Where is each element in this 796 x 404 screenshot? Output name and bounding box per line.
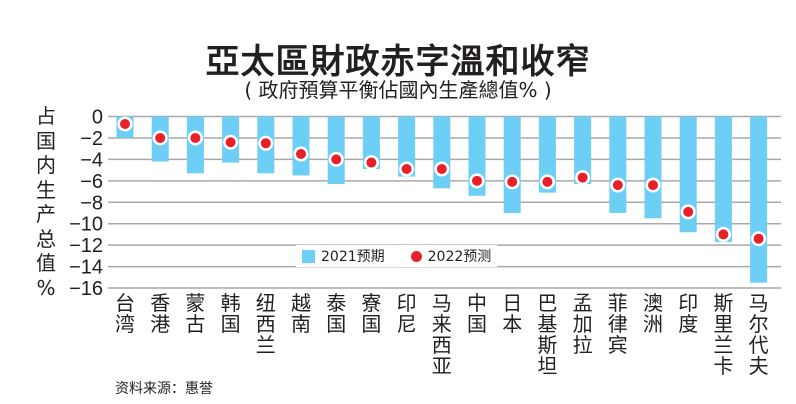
x-tick-label: 孟加拉 xyxy=(572,291,593,357)
x-tick-label: 巴基斯坦 xyxy=(537,291,558,378)
y-axis-label-char: 值 xyxy=(36,251,56,275)
dot-2022-18 xyxy=(753,233,764,244)
bar-2021-8 xyxy=(398,116,416,177)
dot-2022-5 xyxy=(296,149,306,160)
y-tick-label: −14 xyxy=(69,257,103,279)
x-tick-label: 日本 xyxy=(502,291,523,336)
legend-swatch-2021 xyxy=(302,249,315,263)
y-tick-label: −10 xyxy=(69,214,103,236)
chart-title: 亞太區財政赤字溫和收窄 xyxy=(205,42,591,82)
dot-2022-13 xyxy=(577,172,588,183)
bar-2021-6 xyxy=(327,116,345,185)
bar-2021-13 xyxy=(574,116,592,185)
y-tick-label: −2 xyxy=(80,128,103,150)
dot-2022-0 xyxy=(120,119,130,130)
legend: 2021预期 2022预测 xyxy=(296,245,498,267)
dots-2022 xyxy=(117,116,767,247)
legend-dot-2022 xyxy=(410,250,422,262)
x-tick-label: 寮国 xyxy=(361,291,382,336)
y-tick-label: −12 xyxy=(69,235,103,257)
x-tick-label: 泰国 xyxy=(326,291,347,336)
y-axis-label-char: 国 xyxy=(36,128,56,153)
x-tick-label: 印尼 xyxy=(396,291,417,336)
dot-2022-14 xyxy=(612,180,623,191)
y-tick-labels: 0−2−4−6−8−10−12−14−16 xyxy=(69,107,103,301)
dot-2022-17 xyxy=(718,229,729,240)
y-axis-label-char: 内 xyxy=(36,153,56,177)
x-tick-label: 韩国 xyxy=(220,291,241,336)
bar-2021-7 xyxy=(362,116,380,170)
x-tick-label: 纽西兰 xyxy=(255,291,276,357)
legend-label-2022: 2022预测 xyxy=(427,249,492,265)
dot-2022-11 xyxy=(507,176,518,187)
y-tick-label: 0 xyxy=(92,107,103,129)
dot-2022-16 xyxy=(683,206,694,217)
x-tick-label: 马尔代夫 xyxy=(748,291,769,378)
x-tick-label: 斯里兰卡 xyxy=(713,291,734,378)
dot-2022-1 xyxy=(155,132,166,143)
bar-2021-17 xyxy=(714,116,732,242)
dot-2022-15 xyxy=(648,180,658,191)
y-axis-label-char: 产 xyxy=(36,202,56,226)
x-tick-label: 越南 xyxy=(291,291,311,336)
y-axis-label-char: 占 xyxy=(36,104,56,128)
x-tick-label: 印度 xyxy=(678,291,699,336)
x-tick-label: 菲律宾 xyxy=(607,291,628,357)
x-tick-label: 澳洲 xyxy=(643,291,663,336)
dot-2022-12 xyxy=(542,176,553,187)
x-tick-label: 台湾 xyxy=(115,291,135,336)
bar-2021-11 xyxy=(503,116,521,213)
bar-2021-18 xyxy=(750,116,768,283)
bar-2021-16 xyxy=(679,116,697,233)
bar-2021-12 xyxy=(538,116,556,193)
y-tick-label: −16 xyxy=(69,278,103,300)
dot-2022-4 xyxy=(260,138,271,149)
dot-2022-6 xyxy=(331,154,342,165)
y-axis-label-char: % xyxy=(36,275,56,300)
y-tick-label: −4 xyxy=(80,149,103,171)
dot-2022-8 xyxy=(401,164,412,175)
source-note: 资料来源：惠誉 xyxy=(115,381,213,397)
y-axis-label-char: 总 xyxy=(36,226,56,251)
y-axis-label-char: 生 xyxy=(36,177,56,202)
y-axis-label: 占国内生产总值% xyxy=(34,104,58,300)
x-tick-label: 马来西亚 xyxy=(431,291,452,378)
x-tick-label: 蒙古 xyxy=(185,291,206,336)
dot-2022-7 xyxy=(366,157,377,168)
dot-2022-10 xyxy=(472,175,482,186)
legend-label-2021: 2021预期 xyxy=(321,249,385,265)
bar-2021-9 xyxy=(433,116,451,189)
chart-subtitle: ( 政府預算平衡佔國內生產總值% ) xyxy=(244,78,552,102)
dot-2022-3 xyxy=(225,137,236,148)
x-tick-label: 中国 xyxy=(467,291,487,336)
y-tick-label: −6 xyxy=(80,171,103,193)
dot-2022-9 xyxy=(436,164,447,175)
bar-2021-5 xyxy=(292,116,310,176)
x-tick-label: 香港 xyxy=(150,291,171,336)
bar-2021-15 xyxy=(644,116,662,219)
y-tick-label: −8 xyxy=(80,192,103,214)
bar-2021-14 xyxy=(609,116,627,213)
x-tick-labels: 台湾香港蒙古韩国纽西兰越南泰国寮国印尼马来西亚中国日本巴基斯坦孟加拉菲律宾澳洲印… xyxy=(0,293,796,393)
dot-2022-2 xyxy=(190,132,201,143)
